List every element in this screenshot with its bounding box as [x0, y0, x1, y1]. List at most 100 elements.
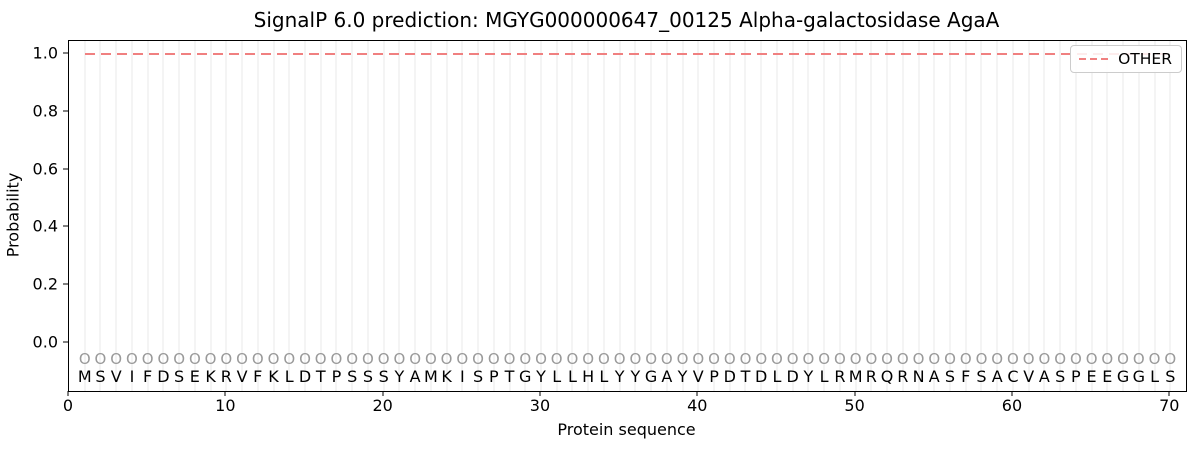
x-tick-label: 10 — [215, 396, 236, 415]
residue-gridline — [1091, 41, 1093, 391]
residue-marker-O: O — [362, 349, 374, 368]
sequence-residue: S — [347, 366, 358, 386]
sequence-residue: L — [599, 366, 609, 386]
residue-gridline — [335, 41, 337, 391]
residue-gridline — [84, 41, 86, 391]
residue-gridline — [99, 41, 101, 391]
residue-gridline — [839, 41, 841, 391]
residue-gridline — [225, 41, 227, 391]
y-tick-mark — [63, 110, 68, 112]
residue-gridline — [178, 41, 180, 391]
residue-gridline — [965, 41, 967, 391]
y-tick-label: 1.0 — [32, 43, 58, 63]
sequence-residue: L — [284, 366, 294, 386]
sequence-residue: L — [1150, 366, 1159, 386]
residue-marker-O: O — [755, 349, 768, 368]
residue-gridline — [131, 41, 133, 391]
residue-marker-O: O — [1085, 349, 1098, 368]
y-tick-label: 0.2 — [32, 274, 58, 294]
residue-gridline — [1012, 41, 1014, 391]
residue-gridline — [477, 41, 479, 391]
residue-gridline — [1122, 41, 1124, 391]
residue-gridline — [446, 41, 448, 391]
residue-marker-O: O — [849, 349, 862, 368]
residue-gridline — [666, 41, 668, 391]
sequence-residue: G — [1132, 366, 1145, 386]
residue-gridline — [288, 41, 290, 391]
residue-marker-O: O — [94, 349, 107, 368]
sequence-residue: P — [1071, 366, 1081, 386]
sequence-residue: H — [582, 366, 595, 386]
residue-marker-O: O — [1101, 349, 1114, 368]
residue-gridline — [1075, 41, 1077, 391]
residue-marker-O: O — [645, 349, 657, 368]
sequence-residue: K — [268, 366, 279, 386]
sequence-residue: D — [723, 366, 736, 386]
residue-marker-O: O — [157, 349, 170, 368]
residue-gridline — [603, 41, 605, 391]
residue-marker-O: O — [220, 349, 233, 368]
sequence-residue: S — [1165, 366, 1176, 386]
sequence-residue: E — [189, 366, 200, 386]
sequence-residue: L — [567, 366, 577, 386]
residue-gridline — [713, 41, 715, 391]
sequence-residue: S — [944, 366, 956, 386]
residue-gridline — [571, 41, 573, 391]
residue-marker-O: O — [582, 349, 595, 368]
residue-gridline — [1059, 41, 1061, 391]
legend: OTHER — [1070, 45, 1182, 73]
residue-marker-O: O — [377, 349, 390, 368]
sequence-residue: I — [129, 366, 135, 386]
residue-gridline — [509, 41, 510, 391]
residue-gridline — [996, 41, 998, 391]
residue-marker-O: O — [456, 349, 469, 368]
residue-marker-O: O — [393, 349, 406, 368]
y-tick-label: 0.8 — [32, 101, 58, 121]
sequence-residue: D — [298, 366, 312, 386]
residue-gridline — [398, 41, 400, 391]
sequence-residue: G — [644, 366, 658, 386]
sequence-residue: F — [961, 366, 971, 386]
residue-marker-O: O — [786, 349, 799, 368]
sequence-residue: S — [1055, 366, 1066, 386]
residue-gridline — [792, 41, 794, 391]
residue-marker-O: O — [110, 349, 123, 368]
residue-gridline — [619, 41, 621, 391]
residue-gridline — [902, 41, 904, 391]
residue-gridline — [556, 41, 558, 391]
sequence-residue: S — [378, 366, 389, 386]
residue-gridline — [540, 41, 542, 391]
residue-gridline — [367, 41, 369, 391]
residue-marker-O: O — [566, 349, 579, 368]
y-tick-label: 0.0 — [32, 332, 58, 352]
residue-gridline — [918, 41, 920, 391]
residue-gridline — [682, 41, 684, 391]
sequence-residue: L — [772, 366, 782, 386]
residue-marker-O: O — [613, 349, 626, 368]
sequence-residue: P — [488, 366, 499, 386]
sequence-residue: L — [552, 366, 562, 386]
y-tick-mark — [63, 52, 68, 54]
residue-marker-O: O — [440, 349, 453, 368]
residue-marker-O: O — [1038, 349, 1051, 368]
x-tick-mark — [224, 391, 226, 396]
sequence-residue: A — [991, 366, 1003, 386]
sequence-residue: Y — [536, 366, 546, 386]
residue-marker-O: O — [912, 349, 925, 368]
residue-gridline — [949, 41, 951, 391]
residue-marker-O: O — [126, 349, 138, 368]
sequence-residue: M — [423, 366, 438, 386]
residue-gridline — [194, 41, 196, 391]
residue-gridline — [273, 41, 275, 391]
sequence-residue: T — [504, 366, 515, 386]
y-tick-mark — [63, 283, 68, 285]
residue-gridline — [587, 41, 589, 391]
sequence-residue: T — [315, 366, 326, 386]
sequence-residue: Y — [614, 366, 625, 386]
residue-marker-O: O — [597, 349, 610, 368]
y-tick-label: 0.6 — [32, 159, 58, 179]
residue-marker-O: O — [204, 349, 217, 368]
residue-marker-O: O — [267, 349, 280, 368]
residue-gridline — [162, 41, 164, 391]
